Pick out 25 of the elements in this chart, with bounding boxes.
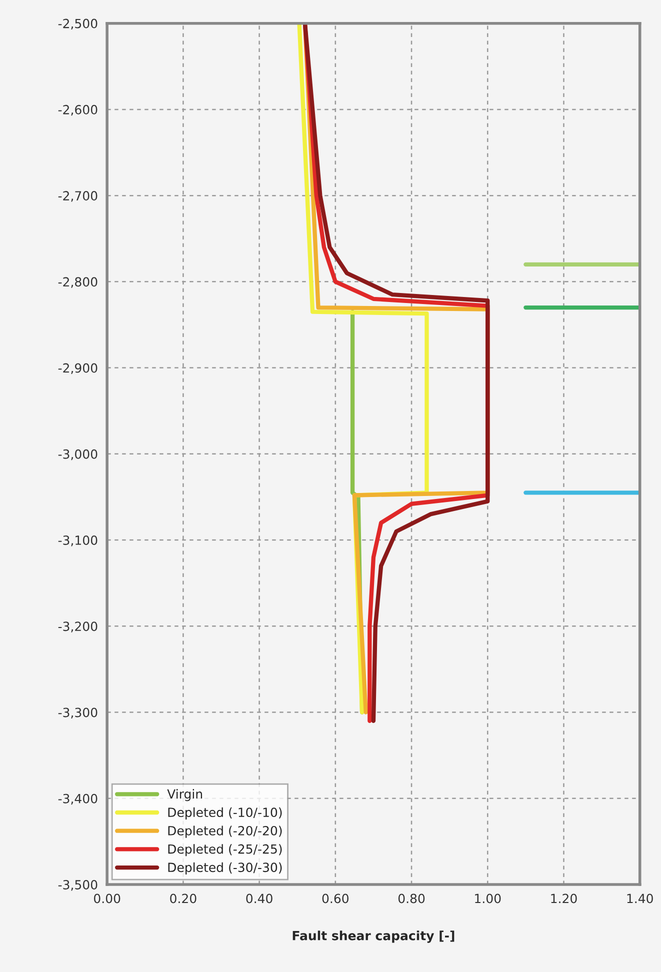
- x-tick-label: 1.40: [627, 894, 653, 904]
- x-tick-label: 0.80: [398, 894, 425, 904]
- x-axis-title: Fault shear capacity [-]: [292, 930, 454, 943]
- y-tick-label: -2,600: [58, 104, 98, 116]
- y-tick-label: -2,700: [58, 191, 98, 202]
- x-tick-label: 0.40: [246, 894, 272, 904]
- y-tick-label: -3,100: [58, 536, 98, 546]
- legend-label: Depleted (-25/-25): [168, 844, 282, 856]
- x-tick-label: 1.20: [551, 894, 577, 904]
- y-tick-label: -3,300: [58, 708, 98, 718]
- y-tick-label: -3,500: [58, 880, 98, 891]
- y-tick-label: -3,200: [58, 622, 98, 632]
- legend-label: Virgin: [167, 789, 202, 802]
- x-tick-label: 0.00: [94, 894, 120, 904]
- y-tick-label: -2,900: [58, 363, 98, 374]
- y-tick-label: -2,800: [58, 277, 98, 288]
- legend-label: Depleted (-10/-10): [168, 807, 282, 820]
- y-tick-label: -2,500: [58, 18, 98, 30]
- x-tick-label: 1.00: [475, 894, 501, 904]
- legend-label: Depleted (-30/-30): [168, 862, 282, 875]
- y-tick-label: -3,000: [58, 449, 98, 460]
- x-tick-label: 0.20: [170, 894, 196, 904]
- x-tick-label: 0.60: [322, 894, 348, 904]
- y-tick-label: -3,400: [58, 794, 98, 805]
- legend-label: Depleted (-20/-20): [168, 826, 282, 838]
